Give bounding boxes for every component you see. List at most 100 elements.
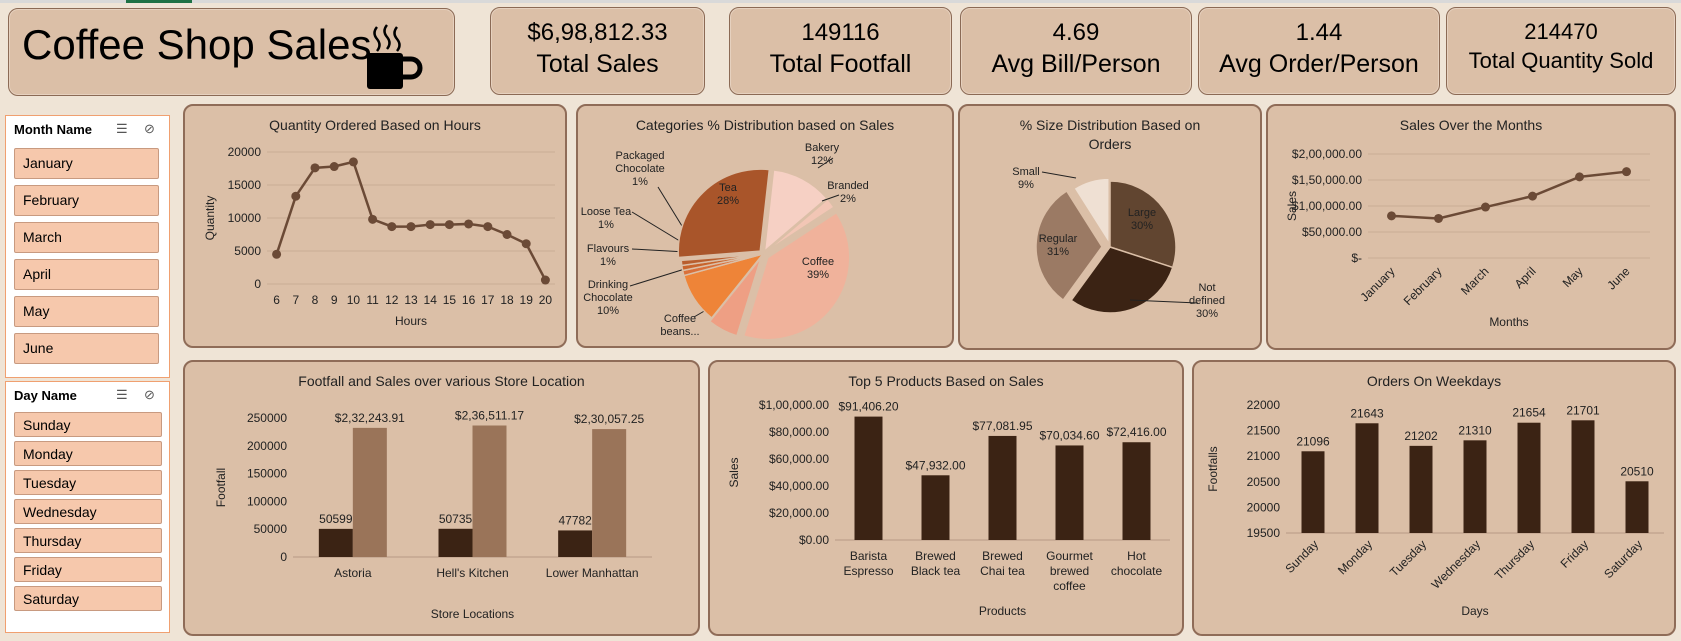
x-axis-label: Months bbox=[1489, 315, 1528, 329]
data-point bbox=[1622, 167, 1631, 177]
slice-percent: 31% bbox=[1047, 246, 1069, 258]
data-point bbox=[540, 275, 550, 285]
chart-top-products[interactable]: Top 5 Products Based on Sales $1,00,000.0… bbox=[708, 360, 1184, 636]
data-point bbox=[387, 222, 397, 232]
slice-label: beans... bbox=[660, 326, 699, 338]
bar bbox=[1355, 423, 1379, 533]
x-axis-label: Days bbox=[1461, 604, 1488, 618]
y-tick-label: 21500 bbox=[1247, 424, 1281, 438]
bar bbox=[472, 425, 507, 557]
y-tick-label: 150000 bbox=[247, 467, 287, 481]
slicer-item-tuesday[interactable]: Tuesday bbox=[14, 470, 162, 495]
x-tick-label: Friday bbox=[1558, 537, 1591, 570]
pie-slice bbox=[1070, 246, 1174, 314]
y-tick-label: 250000 bbox=[247, 411, 287, 425]
data-label: $77,081.95 bbox=[972, 419, 1032, 433]
slicer-item-monday[interactable]: Monday bbox=[14, 441, 162, 466]
bar bbox=[1055, 445, 1084, 540]
multi-select-icon[interactable]: ☰ bbox=[116, 387, 128, 402]
leader-line bbox=[1041, 171, 1077, 179]
slice-label: Coffee bbox=[664, 313, 696, 325]
y-tick-label: 100000 bbox=[247, 494, 287, 508]
x-tick-label: Black tea bbox=[911, 564, 961, 578]
slicer-item-saturday[interactable]: Saturday bbox=[14, 586, 162, 611]
active-sheet-indicator[interactable] bbox=[126, 0, 192, 3]
x-tick-label: 11 bbox=[366, 293, 379, 307]
data-label: $47,932.00 bbox=[905, 458, 965, 472]
data-label: 50599 bbox=[319, 512, 353, 526]
y-tick-label: $20,000.00 bbox=[769, 506, 829, 520]
y-tick-label: 15000 bbox=[228, 178, 262, 192]
x-tick-label: 18 bbox=[500, 293, 514, 307]
bar bbox=[921, 475, 950, 540]
x-axis-label: Store Locations bbox=[431, 607, 514, 621]
kpi-avg-order: 1.44 Avg Order/Person bbox=[1198, 7, 1440, 95]
pie-slice bbox=[680, 253, 764, 267]
chart-sales-over-months[interactable]: Sales Over the Months $2,00,000.00 $1,50,0… bbox=[1266, 104, 1676, 350]
slicer-item-may[interactable]: May bbox=[14, 296, 159, 327]
x-tick-label: 15 bbox=[443, 293, 457, 307]
slicer-item-june[interactable]: June bbox=[14, 333, 159, 364]
slicer-item-march[interactable]: March bbox=[14, 222, 159, 253]
slicer-item-wednesday[interactable]: Wednesday bbox=[14, 499, 162, 524]
chart-title: Orders bbox=[1089, 136, 1132, 152]
y-tick-label: 50000 bbox=[254, 522, 288, 536]
chart-quantity-by-hours[interactable]: Quantity Ordered Based on Hours 20000 1500… bbox=[183, 104, 567, 348]
series-line bbox=[275, 160, 547, 281]
slicer-item-sunday[interactable]: Sunday bbox=[14, 412, 162, 437]
chart-weekday-orders[interactable]: Orders On Weekdays 22000 21500 21000 20500 20… bbox=[1192, 360, 1676, 636]
x-tick-label: Hot bbox=[1127, 549, 1146, 563]
slicer-item-april[interactable]: April bbox=[14, 259, 159, 290]
data-label: 21096 bbox=[1296, 434, 1330, 448]
clear-filter-icon[interactable]: ⊘ bbox=[144, 387, 155, 402]
data-point bbox=[329, 162, 339, 172]
x-tick-label: Brewed bbox=[915, 549, 956, 563]
kpi-total-sales: $6,98,812.33 Total Sales bbox=[490, 7, 705, 95]
slicer-item-january[interactable]: January bbox=[14, 148, 159, 179]
slice-label: Bakery bbox=[805, 142, 840, 154]
y-axis-label: Sales bbox=[727, 457, 741, 487]
data-point bbox=[310, 163, 320, 173]
chart-store-locations[interactable]: Footfall and Sales over various Store Lo… bbox=[183, 360, 700, 636]
x-tick-label: 10 bbox=[347, 293, 361, 307]
slice-label: Drinking bbox=[588, 279, 628, 291]
slicer-title: Day Name bbox=[14, 388, 77, 403]
data-label: 20510 bbox=[1620, 464, 1654, 478]
chart-category-distribution[interactable]: Categories % Distribution based on Sales… bbox=[576, 104, 954, 348]
kpi-label: Total Sales bbox=[536, 50, 659, 78]
slice-label: Branded bbox=[827, 180, 869, 192]
pie-slice bbox=[677, 168, 771, 259]
multi-select-icon[interactable]: ☰ bbox=[116, 121, 128, 136]
chart-title: Footfall and Sales over various Store Lo… bbox=[298, 373, 584, 389]
x-tick-label: 14 bbox=[424, 293, 438, 307]
y-tick-label: $- bbox=[1351, 251, 1362, 265]
pie-slice bbox=[1035, 189, 1103, 302]
data-point bbox=[521, 239, 531, 249]
hours-line-chart: Quantity Ordered Based on Hours 20000 1500… bbox=[203, 117, 555, 328]
slice-label: Tea bbox=[719, 182, 738, 194]
kpi-total-footfall: 149116 Total Footfall bbox=[729, 7, 952, 95]
slice-percent: 28% bbox=[717, 195, 739, 207]
slicer-item-february[interactable]: February bbox=[14, 185, 159, 216]
bar bbox=[854, 416, 883, 540]
x-tick-label: 6 bbox=[273, 293, 280, 307]
slice-label: Chocolate bbox=[615, 163, 665, 175]
data-point bbox=[1481, 202, 1490, 212]
x-tick-label: Saturday bbox=[1601, 537, 1645, 581]
slicer-title: Month Name bbox=[14, 122, 92, 137]
y-tick-label: $50,000.00 bbox=[1302, 225, 1362, 239]
slice-percent: 10% bbox=[597, 305, 619, 317]
day-slicer: Day Name ☰ ⊘ Sunday Monday Tuesday Wedne… bbox=[5, 381, 170, 633]
y-axis-label: Sales bbox=[1285, 191, 1299, 221]
data-point bbox=[425, 220, 435, 230]
slicer-item-friday[interactable]: Friday bbox=[14, 557, 162, 582]
chart-size-distribution[interactable]: % Size Distribution Based on Orders Large 3… bbox=[958, 104, 1262, 350]
data-label: 50735 bbox=[439, 512, 473, 526]
data-point bbox=[1434, 213, 1443, 223]
slicer-item-thursday[interactable]: Thursday bbox=[14, 528, 162, 553]
x-tick-label: January bbox=[1358, 264, 1398, 304]
data-point bbox=[502, 230, 512, 239]
clear-filter-icon[interactable]: ⊘ bbox=[144, 121, 155, 136]
kpi-label: Total Quantity Sold bbox=[1468, 48, 1654, 73]
x-tick-label: 9 bbox=[331, 293, 338, 307]
